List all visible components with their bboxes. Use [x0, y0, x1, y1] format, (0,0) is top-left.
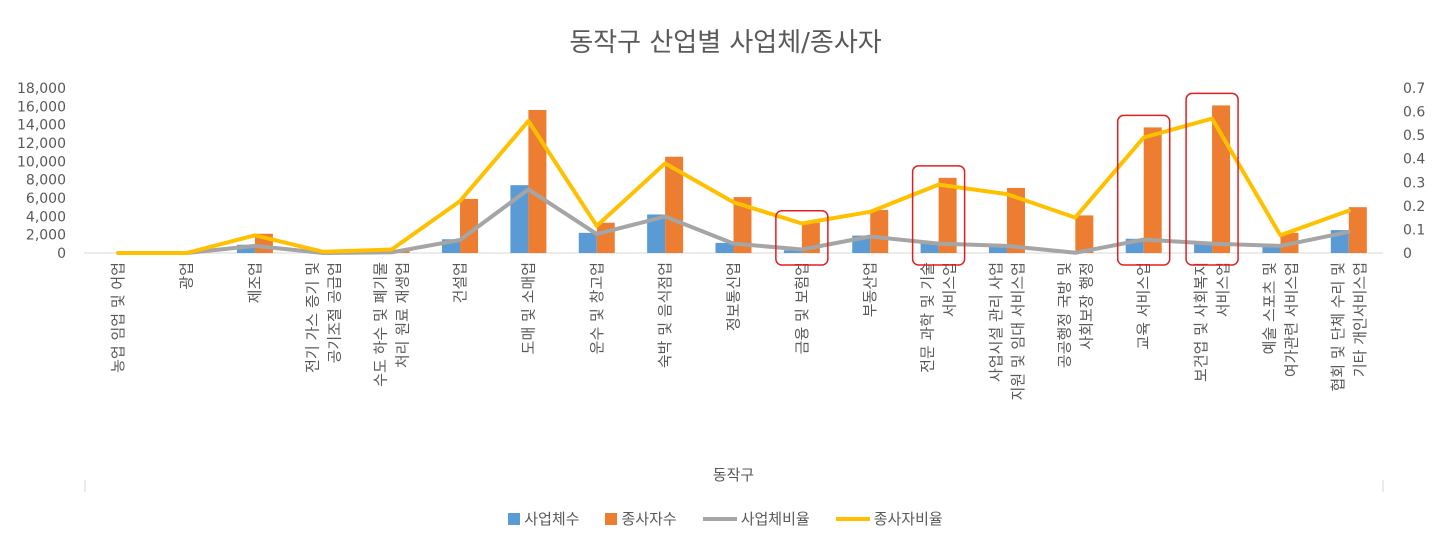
category-label: 전기 가스 증기 및	[303, 262, 321, 373]
bar-employees	[528, 110, 547, 253]
y-tick-label: 12,000	[17, 136, 66, 152]
category-label: 보건업 및 사회복지	[1192, 262, 1210, 382]
category-label: 농업 임업 및 어업	[109, 262, 127, 373]
category-label: 광업	[178, 262, 196, 290]
bar-employees	[460, 198, 479, 253]
y-tick-label: 4,000	[26, 209, 66, 225]
category-label: 건설업	[451, 262, 469, 303]
legend-item: 사업체비율	[702, 508, 810, 529]
bar-employees	[665, 156, 684, 253]
category-label: 제조업	[246, 262, 264, 303]
y-tick-label: 0	[57, 246, 66, 262]
category-label: 사회보장 행정	[1077, 262, 1095, 350]
category-label: 협회 및 단체 수리 및	[1329, 262, 1347, 391]
highlight-box	[775, 210, 829, 266]
legend-item: 종사자비율	[835, 508, 943, 529]
category-label: 교육 서비스업	[1135, 262, 1153, 350]
highlight-box	[911, 165, 966, 266]
legend-label: 사업체비율	[740, 510, 810, 528]
bar-employees	[1143, 127, 1162, 253]
category-label: 예술 스포츠 및	[1260, 262, 1278, 354]
category-label: 도매 및 소매업	[519, 262, 537, 354]
category-label: 처리 원료 재생업	[394, 262, 412, 368]
bar-employees	[870, 209, 889, 253]
bar-employees	[596, 222, 615, 253]
y2-tick-label: 0.6	[1403, 105, 1425, 121]
category-label: 부동산업	[861, 262, 879, 317]
category-label: 공공행정 국방 및	[1055, 262, 1073, 368]
category-label: 서비스업	[941, 262, 959, 317]
category-label: 사업시설 관리 사업	[987, 262, 1005, 382]
bar-businesses	[647, 214, 666, 253]
y2-tick-label: 0.4	[1403, 152, 1425, 168]
legend-swatch	[508, 512, 521, 525]
category-label: 숙박 및 음식점업	[656, 262, 674, 368]
y-tick-label: 16,000	[17, 99, 66, 115]
legend-label: 종사자비율	[873, 510, 943, 528]
legend-item: 종사자수	[605, 508, 677, 529]
bar-businesses	[715, 242, 734, 253]
category-label: 공기조절 공급업	[325, 262, 343, 363]
legend-label: 사업체수	[524, 510, 580, 528]
legend: 사업체수 종사자수 사업체비율 종사자비율	[0, 508, 1451, 529]
legend-swatch	[605, 512, 618, 525]
bar-businesses	[1194, 243, 1213, 253]
bar-employees	[1075, 215, 1094, 253]
y-tick-label: 10,000	[17, 154, 66, 170]
bar-businesses	[1262, 246, 1281, 253]
y2-tick-label: 0.5	[1403, 128, 1425, 144]
legend-swatch	[835, 516, 870, 521]
category-label: 운수 및 창고업	[588, 262, 606, 354]
bar-businesses	[236, 244, 255, 253]
legend-label: 종사자수	[621, 510, 677, 528]
y-tick-label: 6,000	[26, 191, 66, 207]
y2-tick-label: 0	[1403, 246, 1412, 262]
y2-tick-label: 0.1	[1403, 222, 1425, 238]
category-label: 정보통신업	[725, 262, 743, 331]
bar-businesses	[510, 185, 529, 253]
y2-tick-label: 0.2	[1403, 199, 1425, 215]
bar-businesses	[578, 232, 597, 253]
x-axis-label: 동작구	[713, 466, 754, 484]
y2-tick-label: 0.3	[1403, 175, 1425, 191]
bar-businesses	[988, 245, 1007, 253]
chart-title: 동작구 산업별 사업체/종사자	[569, 28, 882, 58]
y-tick-label: 18,000	[17, 81, 66, 97]
y-tick-label: 14,000	[17, 118, 66, 134]
category-label: 수도 하수 및 폐기물	[372, 262, 390, 387]
bar-businesses	[920, 242, 939, 253]
bar-employees	[938, 177, 957, 253]
bar-employees	[1348, 207, 1367, 253]
bar-employees	[1006, 187, 1025, 253]
highlight-box	[1185, 92, 1239, 266]
series-line-employee-ratio	[116, 116, 1351, 255]
category-label: 전문 과학 및 기술	[919, 262, 937, 373]
legend-item: 사업체수	[508, 508, 579, 529]
y-tick-label: 2,000	[26, 228, 66, 244]
y-tick-label: 8,000	[26, 173, 66, 189]
bar-employees	[1212, 105, 1231, 254]
category-label: 금융 및 보험업	[793, 262, 811, 354]
category-label: 지원 및 임대 서비스업	[1009, 262, 1027, 401]
category-label: 서비스업	[1214, 262, 1232, 317]
category-label: 여가관련 서비스업	[1282, 262, 1300, 377]
highlight-box	[1116, 114, 1171, 266]
category-label: 기타 개인서비스업	[1351, 262, 1369, 377]
bar-businesses	[783, 250, 802, 253]
bar-employees	[733, 197, 752, 253]
y2-tick-label: 0.7	[1403, 81, 1425, 97]
legend-swatch	[702, 516, 737, 521]
